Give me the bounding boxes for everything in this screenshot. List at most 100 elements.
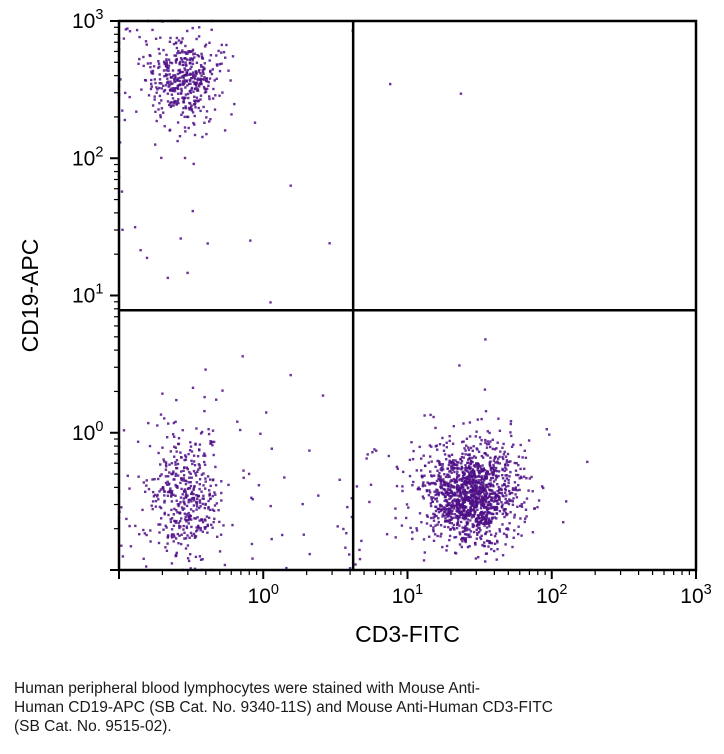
cell-dot — [457, 461, 460, 464]
cell-dot — [477, 516, 480, 519]
cell-dot — [176, 462, 180, 466]
cell-dot — [187, 501, 190, 504]
cell-dot — [184, 490, 187, 493]
cell-dot — [160, 156, 163, 160]
cell-dot — [205, 80, 209, 83]
cell-dot — [194, 81, 197, 85]
cell-dot — [493, 542, 497, 545]
cell-dot — [439, 481, 443, 484]
cell-dot — [495, 512, 498, 515]
cell-dot — [194, 535, 198, 538]
cell-dot — [459, 477, 462, 481]
cell-dot — [474, 543, 477, 546]
cell-dot — [203, 121, 206, 124]
cell-dot — [477, 556, 480, 559]
cell-dot — [206, 87, 209, 90]
cell-dot — [166, 77, 169, 80]
cell-dot — [472, 530, 476, 534]
cell-dot — [128, 30, 132, 33]
cell-dot — [468, 456, 472, 460]
cell-dot — [447, 492, 451, 495]
cell-dot — [185, 504, 189, 508]
cell-dot — [458, 533, 462, 536]
cell-dot — [197, 526, 200, 530]
cell-dot — [200, 430, 204, 434]
cell-dot — [167, 64, 171, 67]
cell-dot — [176, 100, 179, 103]
cell-dot — [224, 56, 227, 59]
cell-dot — [137, 475, 140, 478]
cell-dot — [500, 487, 503, 490]
cell-dot — [450, 467, 453, 471]
cell-dot — [187, 452, 190, 456]
cell-dot — [509, 422, 512, 426]
cell-dot — [174, 101, 177, 104]
cell-dot — [493, 498, 497, 501]
cell-dot — [189, 50, 192, 53]
cell-dot — [466, 521, 470, 524]
cell-dot — [469, 446, 473, 450]
cell-dot — [225, 43, 228, 47]
cell-dot — [484, 560, 487, 563]
cell-dot — [429, 455, 432, 458]
cell-dot — [180, 533, 183, 536]
cell-dot — [206, 242, 209, 245]
cell-dot — [438, 443, 442, 446]
cell-dot — [148, 54, 151, 57]
cell-dot — [133, 226, 137, 229]
cell-dot — [152, 495, 156, 498]
cell-dot — [423, 414, 426, 417]
cell-dot — [480, 486, 483, 490]
cell-dot — [188, 517, 191, 521]
cell-dot — [451, 485, 454, 488]
cell-dot — [494, 478, 497, 481]
cell-dot — [199, 79, 203, 82]
cell-dot — [474, 520, 477, 523]
cell-dot — [486, 470, 489, 473]
cell-dot — [178, 526, 181, 530]
cell-dot — [483, 517, 486, 521]
cell-dot — [186, 271, 189, 275]
cell-dot — [157, 108, 160, 111]
cell-dot — [128, 524, 131, 528]
cell-dot — [128, 95, 131, 99]
cell-dot — [218, 520, 221, 524]
cell-dot — [182, 474, 186, 477]
cell-dot — [415, 529, 419, 532]
cell-dot — [428, 444, 432, 447]
cell-dot — [188, 476, 191, 479]
cell-dot — [177, 101, 180, 105]
cell-dot — [452, 499, 455, 502]
cell-dot — [496, 548, 499, 551]
cell-dot — [486, 485, 490, 489]
cell-dot — [165, 526, 168, 529]
cell-dot — [450, 503, 453, 506]
cell-dot — [429, 524, 432, 527]
cell-dot — [373, 448, 376, 451]
cell-dot — [464, 453, 467, 456]
cell-dot — [173, 74, 177, 77]
cell-dot — [469, 462, 473, 465]
cell-dot — [423, 484, 427, 487]
cell-dot — [151, 69, 155, 73]
cell-dot — [477, 522, 481, 526]
cell-dot — [213, 108, 217, 111]
cell-dot — [512, 497, 515, 500]
cell-dot — [192, 460, 196, 463]
cell-dot — [488, 517, 491, 520]
cell-dot — [449, 528, 453, 531]
cell-dot — [481, 464, 484, 467]
cell-dot — [484, 438, 487, 442]
cell-dot — [161, 446, 164, 449]
cell-dot — [167, 69, 170, 73]
cell-dot — [439, 477, 442, 480]
cell-dot — [480, 454, 484, 458]
cell-dot — [473, 474, 476, 478]
cell-dot — [121, 555, 125, 558]
cell-dot — [167, 475, 170, 478]
cell-dot — [212, 509, 216, 512]
cell-dot — [471, 476, 474, 479]
cell-dot — [158, 82, 161, 85]
cell-dot — [180, 506, 184, 509]
